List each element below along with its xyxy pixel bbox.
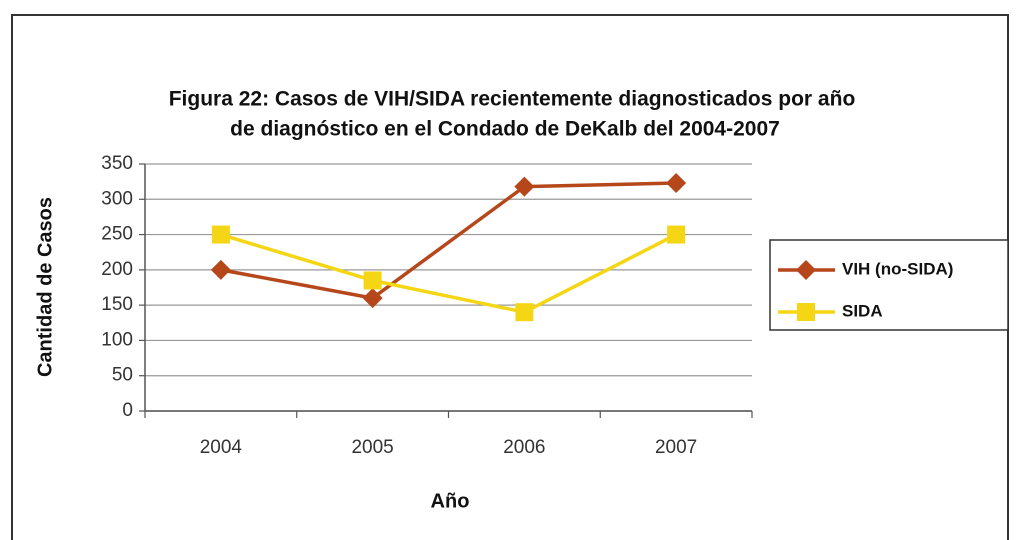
y-tick-label: 350: [101, 153, 133, 174]
y-tick-label: 100: [101, 329, 133, 350]
x-tick-label: 2005: [351, 437, 393, 458]
marker: [211, 225, 230, 244]
y-axis-title: Cantidad de Casos: [34, 197, 56, 377]
legend-marker: [796, 260, 816, 280]
marker: [363, 271, 382, 290]
y-tick-label: 50: [112, 365, 133, 386]
chart-title: Figura 22: Casos de VIH/SIDA recientemen…: [169, 88, 856, 111]
line: [220, 181, 677, 300]
legend-label: VIH (no-SIDA): [842, 259, 953, 278]
y-tick-label: 0: [122, 400, 133, 421]
x-axis-title: Año: [431, 490, 470, 512]
y-tick-label: 200: [101, 259, 133, 280]
legend-label: SIDA: [842, 301, 883, 320]
y-tick-label: 300: [101, 188, 133, 209]
marker: [515, 303, 534, 322]
marker: [667, 225, 686, 244]
marker: [666, 173, 687, 194]
x-tick-label: 2006: [503, 437, 545, 458]
x-tick-label: 2007: [655, 437, 697, 458]
marker: [514, 176, 535, 197]
marker: [362, 288, 383, 309]
chart-title: de diagnóstico en el Condado de DeKalb d…: [230, 118, 780, 141]
x-tick-label: 2004: [200, 437, 243, 458]
line: [220, 232, 677, 315]
marker: [210, 259, 231, 280]
y-tick-label: 150: [101, 294, 133, 315]
legend-marker: [797, 303, 815, 321]
y-tick-label: 250: [101, 224, 133, 245]
